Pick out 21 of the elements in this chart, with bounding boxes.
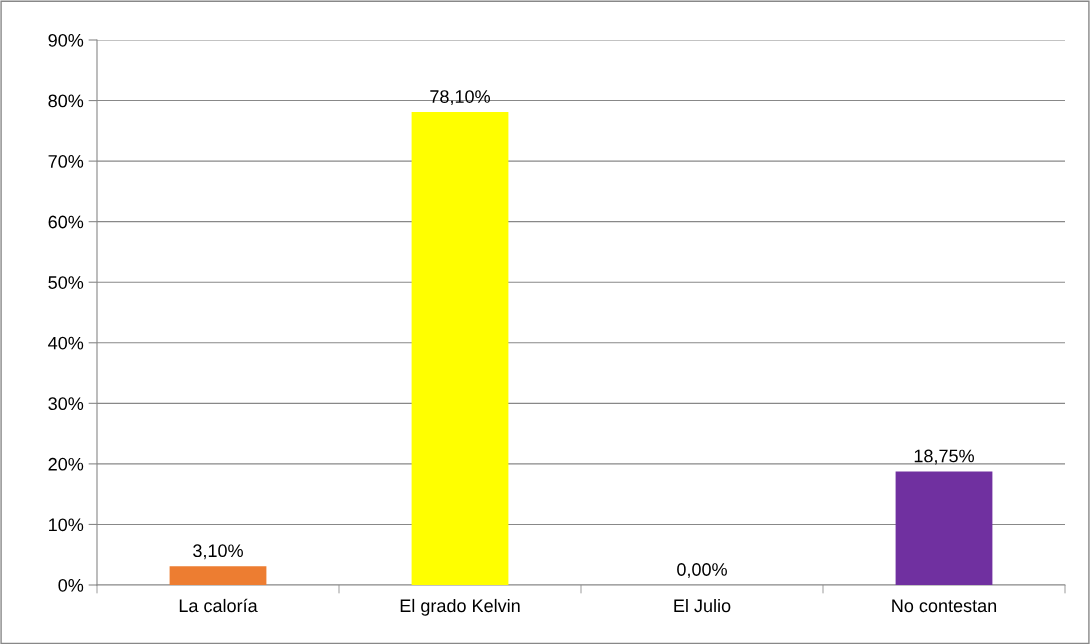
- bar: [169, 566, 267, 585]
- y-tick-label: 20%: [48, 457, 84, 471]
- x-tick-label: El grado Kelvin: [400, 598, 520, 616]
- y-tick-label: 0%: [58, 578, 84, 592]
- y-tick-label: 80%: [48, 94, 84, 108]
- data-label: 3,10%: [193, 544, 243, 560]
- y-tick-label: 30%: [48, 397, 84, 411]
- x-tick-label: No contestan: [892, 599, 997, 613]
- y-tick-label: 50%: [48, 276, 84, 289]
- y-tick-label: 40%: [48, 336, 84, 350]
- y-tick-label: 70%: [48, 155, 84, 168]
- data-label: 0,00%: [677, 563, 727, 579]
- data-label: 18,75%: [914, 449, 974, 465]
- x-tick-label: El Julio: [674, 598, 731, 613]
- bar: [895, 471, 993, 585]
- data-label: 78,10%: [430, 90, 490, 106]
- y-tick-label: 90%: [48, 33, 84, 47]
- bar: [411, 112, 509, 585]
- y-tick-label: 10%: [49, 518, 84, 532]
- x-tick-label: La caloría: [179, 598, 258, 613]
- y-tick-label: 60%: [48, 215, 84, 229]
